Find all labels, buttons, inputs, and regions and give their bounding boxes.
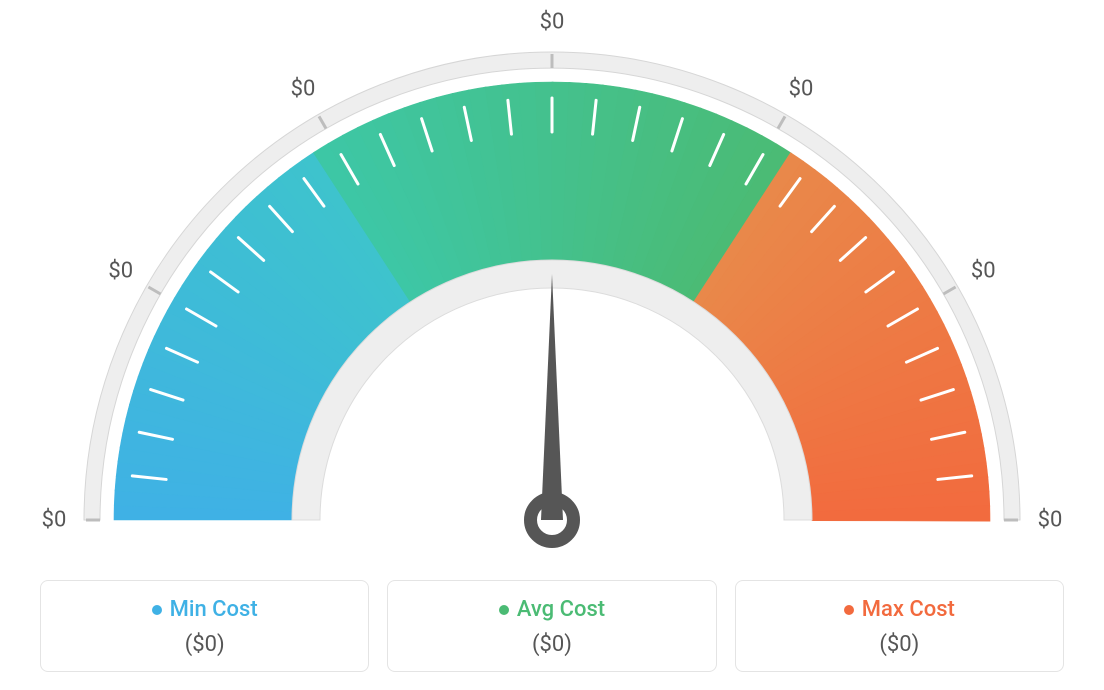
legend-card-min: Min Cost ($0) — [40, 580, 369, 672]
gauge-tick-label: $0 — [42, 508, 67, 533]
legend-value: ($0) — [398, 632, 705, 657]
legend-card-avg: Avg Cost ($0) — [387, 580, 716, 672]
gauge-tick-label: $0 — [291, 76, 316, 101]
gauge-chart: $0 $0 $0 $0 $0 $0 $0 — [0, 0, 1104, 560]
legend-row: Min Cost ($0) Avg Cost ($0) Max Cost ($0… — [40, 580, 1064, 672]
gauge-tick-label: $0 — [789, 76, 814, 101]
legend-label: Max Cost — [862, 597, 955, 622]
legend-value: ($0) — [746, 632, 1053, 657]
legend-title-min: Min Cost — [152, 597, 258, 622]
gauge-svg — [0, 0, 1104, 560]
legend-title-avg: Avg Cost — [499, 597, 605, 622]
legend-card-max: Max Cost ($0) — [735, 580, 1064, 672]
dot-icon — [844, 605, 854, 615]
dot-icon — [499, 605, 509, 615]
gauge-tick-label: $0 — [540, 10, 565, 35]
dot-icon — [152, 605, 162, 615]
gauge-tick-label: $0 — [1038, 508, 1063, 533]
legend-value: ($0) — [51, 632, 358, 657]
legend-title-max: Max Cost — [844, 597, 955, 622]
gauge-tick-label: $0 — [971, 259, 996, 284]
gauge-tick-label: $0 — [108, 259, 133, 284]
legend-label: Avg Cost — [517, 597, 605, 622]
legend-label: Min Cost — [170, 597, 258, 622]
